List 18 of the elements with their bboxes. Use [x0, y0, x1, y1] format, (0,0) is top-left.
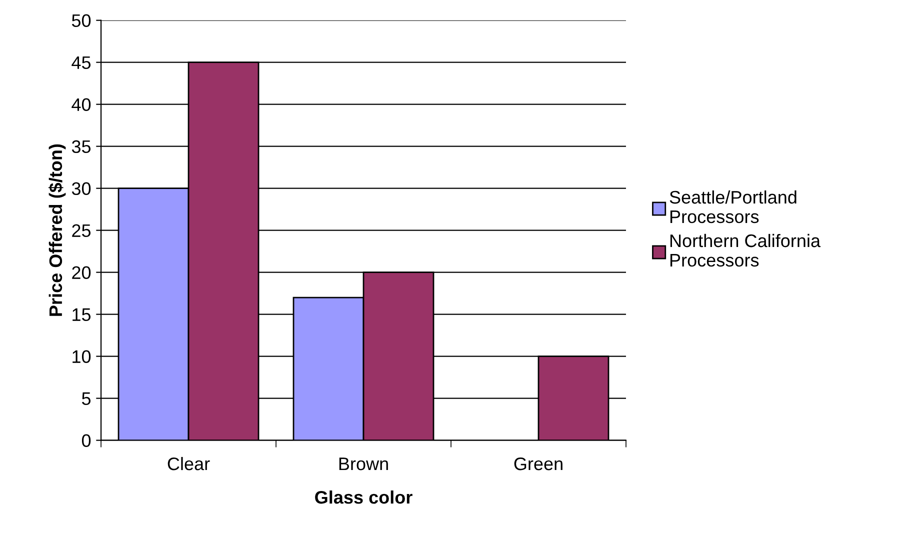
y-tick-label: 0 [82, 434, 91, 448]
y-tick-label: 10 [72, 350, 91, 364]
y-tick-label: 35 [72, 140, 91, 154]
y-tick-label: 40 [72, 98, 91, 112]
y-axis-title: Price Offered ($/ton) [48, 144, 66, 316]
x-tick-label: Clear [168, 456, 210, 470]
y-tick-label: 15 [72, 308, 91, 322]
x-tick-label: Green [514, 457, 562, 470]
y-tick-label: 45 [72, 56, 91, 70]
legend-label: Seattle/Portland Processors [670, 190, 796, 224]
legend-label: Northern California Processors [670, 234, 821, 267]
y-tick-label: 20 [72, 266, 91, 280]
y-tick-label: 30 [72, 182, 91, 196]
x-axis-title: Glass color [315, 490, 412, 504]
y-tick-label: 25 [72, 224, 91, 238]
y-tick-label: 50 [72, 14, 91, 28]
y-tick-label: 5 [82, 392, 91, 406]
x-tick-label: Brown [339, 458, 388, 470]
